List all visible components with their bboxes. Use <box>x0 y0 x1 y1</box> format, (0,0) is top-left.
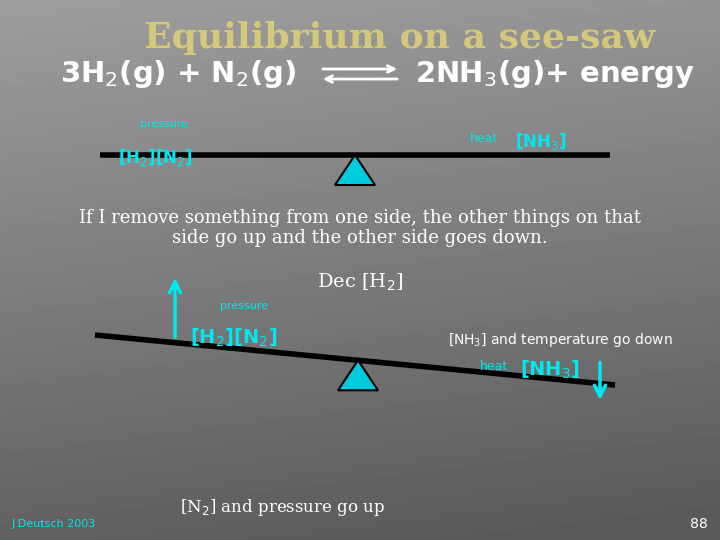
Text: [H$_2$][N$_2$]: [H$_2$][N$_2$] <box>118 147 193 168</box>
Text: Equilibrium on a see-saw: Equilibrium on a see-saw <box>145 21 655 55</box>
Text: Dec [H$_2$]: Dec [H$_2$] <box>317 271 403 293</box>
Text: 88: 88 <box>690 517 708 531</box>
Text: If I remove something from one side, the other things on that: If I remove something from one side, the… <box>79 209 641 227</box>
Text: 2NH$_3$(g)+ energy: 2NH$_3$(g)+ energy <box>415 58 696 90</box>
Text: [NH$_3$] and temperature go down: [NH$_3$] and temperature go down <box>448 331 672 349</box>
Text: 3H$_2$(g) + N$_2$(g): 3H$_2$(g) + N$_2$(g) <box>60 58 297 90</box>
Polygon shape <box>335 155 375 185</box>
Text: heat: heat <box>470 132 498 145</box>
Text: [NH$_3$]: [NH$_3$] <box>520 359 580 381</box>
Text: heat: heat <box>480 361 508 374</box>
Polygon shape <box>338 360 378 390</box>
Text: pressure: pressure <box>220 301 268 311</box>
Text: pressure: pressure <box>140 119 188 129</box>
Text: [N$_2$] and pressure go up: [N$_2$] and pressure go up <box>180 497 385 518</box>
Text: [H$_2$][N$_2$]: [H$_2$][N$_2$] <box>190 327 277 349</box>
Text: side go up and the other side goes down.: side go up and the other side goes down. <box>172 229 548 247</box>
Text: [NH$_3$]: [NH$_3$] <box>515 131 566 152</box>
Text: J Deutsch 2003: J Deutsch 2003 <box>12 519 96 529</box>
